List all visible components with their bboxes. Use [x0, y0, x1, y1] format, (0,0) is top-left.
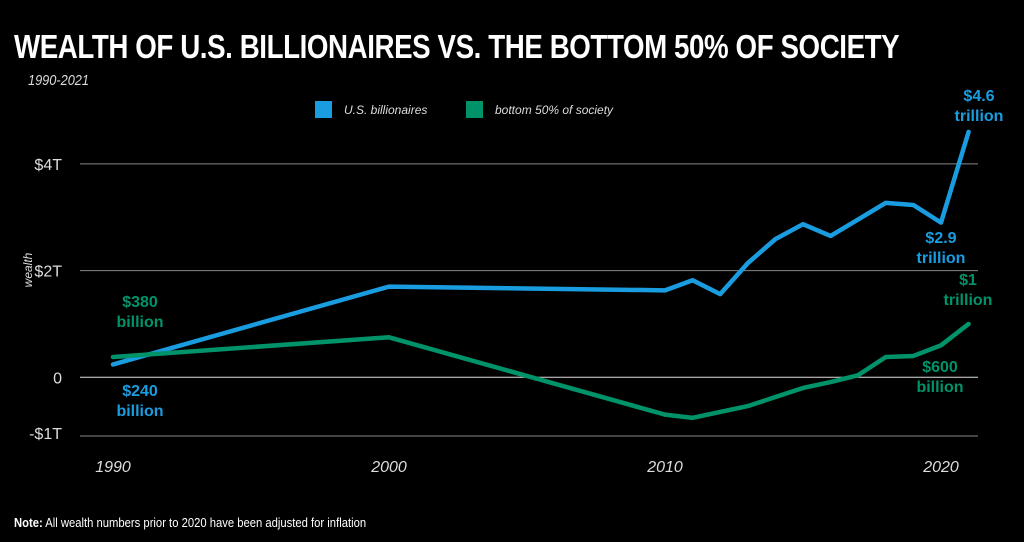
- y-axis-label: wealth: [21, 252, 35, 287]
- series-line-billionaires: [110, 129, 971, 367]
- y-tick-label: 0: [53, 370, 62, 387]
- x-tick-label: 2010: [646, 459, 683, 476]
- chart-title: WEALTH OF U.S. BILLIONAIRES VS. THE BOTT…: [14, 28, 900, 65]
- y-tick-label: -$1T: [29, 426, 62, 443]
- legend-label: U.S. billionaires: [344, 103, 427, 117]
- legend-swatch: [466, 101, 483, 118]
- data-annotation: $2.9 trillion: [917, 230, 966, 267]
- x-tick-label: 2020: [922, 459, 959, 476]
- footnote: Note: All wealth numbers prior to 2020 h…: [14, 516, 366, 530]
- legend-label: bottom 50% of society: [495, 103, 614, 117]
- data-annotation: $600 billion: [916, 359, 963, 396]
- y-tick-label: $2T: [34, 264, 62, 281]
- data-annotation: $380 billion: [116, 294, 163, 331]
- annotation-line: $2.9: [925, 230, 956, 247]
- legend-swatch: [315, 101, 332, 118]
- chart-subtitle: 1990-2021: [28, 72, 89, 89]
- x-tick-label: 2000: [370, 459, 407, 476]
- data-annotation: $240 billion: [116, 383, 163, 420]
- x-tick-label: 1990: [95, 459, 131, 476]
- data-annotation: $4.6 trillion: [955, 88, 1004, 125]
- note-label: Note:: [14, 516, 43, 530]
- y-tick-label: $4T: [34, 157, 62, 174]
- series-line-bottom-50: [110, 321, 971, 421]
- annotation-line: $4.6: [963, 88, 994, 105]
- annotation-line: trillion: [955, 108, 1004, 125]
- annotation-line: $380: [122, 294, 158, 311]
- annotation-line: billion: [116, 403, 163, 420]
- annotation-line: billion: [116, 314, 163, 331]
- annotation-line: trillion: [917, 250, 966, 267]
- annotation-line: trillion: [944, 292, 993, 309]
- annotation-line: $240: [122, 383, 158, 400]
- annotation-line: $1: [959, 272, 977, 289]
- annotation-line: $600: [922, 359, 958, 376]
- note-text: All wealth numbers prior to 2020 have be…: [42, 516, 367, 530]
- data-annotation: $1 trillion: [944, 272, 993, 309]
- annotation-line: billion: [916, 379, 963, 396]
